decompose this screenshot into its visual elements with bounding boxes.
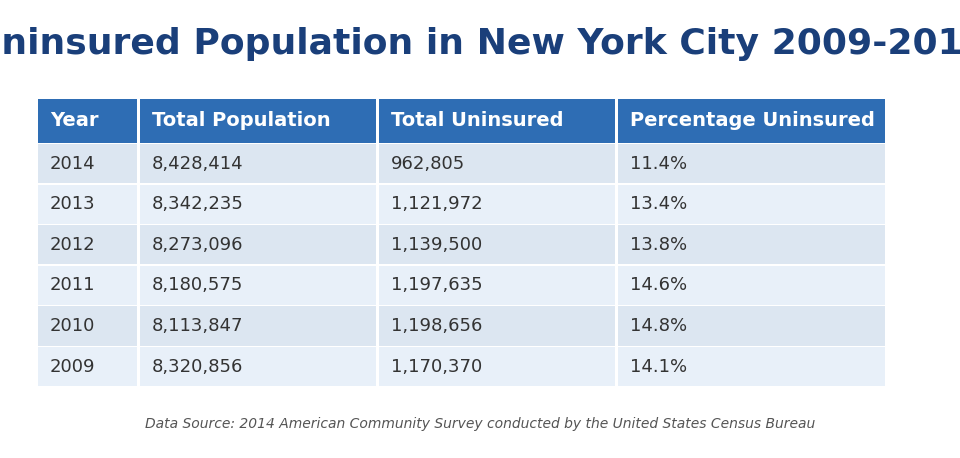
Text: 962,805: 962,805 xyxy=(391,154,465,173)
Text: 14.6%: 14.6% xyxy=(630,277,686,294)
Text: 8,180,575: 8,180,575 xyxy=(152,277,243,294)
Text: 2014: 2014 xyxy=(50,154,96,173)
Text: 11.4%: 11.4% xyxy=(630,154,686,173)
Text: Year: Year xyxy=(50,111,99,131)
Text: 1,198,656: 1,198,656 xyxy=(391,317,482,335)
Text: Total Uninsured: Total Uninsured xyxy=(391,111,564,131)
Text: 2013: 2013 xyxy=(50,195,96,213)
Text: 14.8%: 14.8% xyxy=(630,317,686,335)
Text: 8,273,096: 8,273,096 xyxy=(152,236,243,254)
Text: 1,170,370: 1,170,370 xyxy=(391,358,482,376)
Text: 1,121,972: 1,121,972 xyxy=(391,195,482,213)
Text: 2012: 2012 xyxy=(50,236,96,254)
Text: 8,113,847: 8,113,847 xyxy=(152,317,243,335)
Text: 2011: 2011 xyxy=(50,277,95,294)
Text: 8,428,414: 8,428,414 xyxy=(152,154,243,173)
Text: Total Population: Total Population xyxy=(152,111,330,131)
Text: 8,342,235: 8,342,235 xyxy=(152,195,244,213)
Text: 1,197,635: 1,197,635 xyxy=(391,277,482,294)
Text: 2009: 2009 xyxy=(50,358,95,376)
Text: 8,320,856: 8,320,856 xyxy=(152,358,243,376)
Text: 1,139,500: 1,139,500 xyxy=(391,236,482,254)
Text: 13.8%: 13.8% xyxy=(630,236,686,254)
Text: Data Source: 2014 American Community Survey conducted by the United States Censu: Data Source: 2014 American Community Sur… xyxy=(145,417,815,431)
Text: Uninsured Population in New York City 2009-2014: Uninsured Population in New York City 20… xyxy=(0,27,960,61)
Text: Percentage Uninsured: Percentage Uninsured xyxy=(630,111,875,131)
Text: 13.4%: 13.4% xyxy=(630,195,687,213)
Text: 14.1%: 14.1% xyxy=(630,358,686,376)
Text: 2010: 2010 xyxy=(50,317,95,335)
